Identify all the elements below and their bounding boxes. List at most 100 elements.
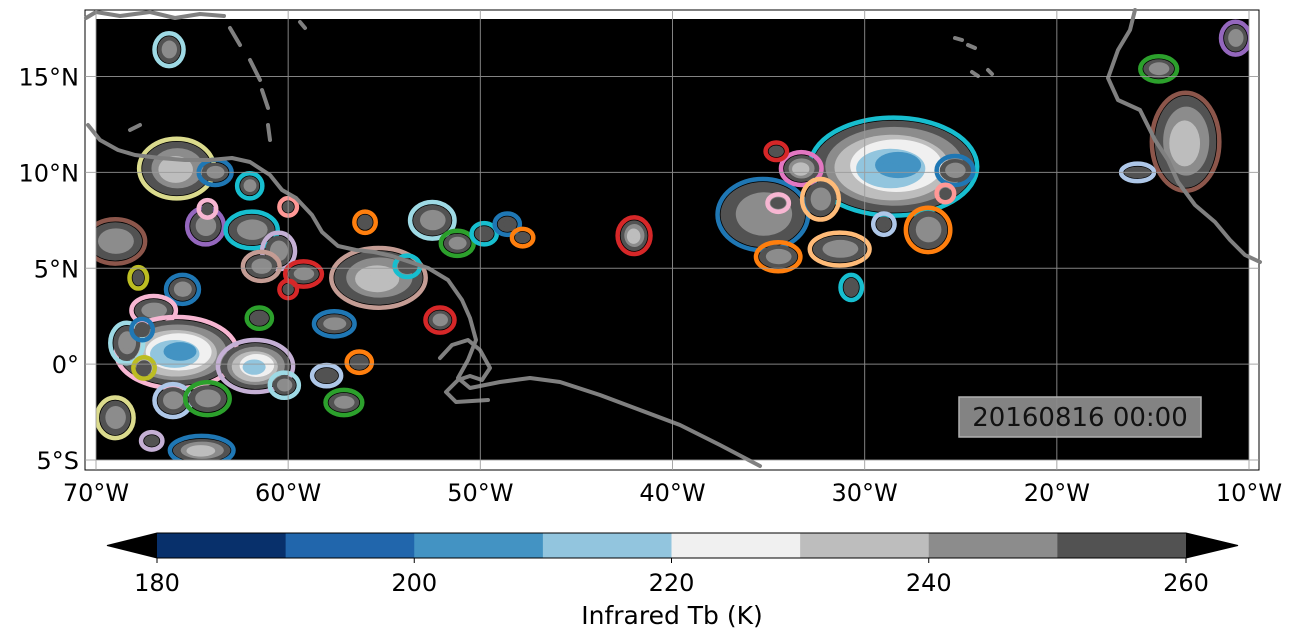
cloud-outline — [765, 192, 792, 215]
longitude-tick-labels: 70°W 60°W 50°W 40°W 30°W 20°W 10°W — [63, 479, 1282, 507]
cloud-band — [148, 437, 156, 444]
cloud-band — [1152, 66, 1164, 73]
cloud-band — [165, 349, 182, 360]
cloud-band — [243, 225, 259, 236]
cloud-system — [407, 199, 457, 241]
lat-tick-label: 5°N — [34, 255, 79, 283]
cloud-band — [502, 220, 513, 228]
cloud-band — [246, 183, 253, 190]
timestamp-label: 20160816 00:00 — [972, 403, 1188, 433]
cloud-band — [361, 218, 370, 226]
cloud-band — [942, 190, 949, 197]
cloud-system — [615, 215, 653, 257]
cloud-band — [920, 224, 934, 238]
colorbar — [106, 532, 1239, 559]
cloud-system — [934, 153, 976, 188]
cloud-band — [829, 245, 848, 255]
lat-tick-label: 10°N — [19, 159, 80, 187]
cloud-outline — [1218, 19, 1249, 57]
timestamp-background — [958, 396, 1202, 438]
cloud-band — [280, 382, 288, 389]
cloud-band — [949, 167, 960, 175]
colorbar-label: Infrared Tb (K) — [581, 601, 763, 630]
latitude-tick-labels: 15°N 10°N 5°N 0° 5°S — [19, 64, 80, 475]
cloud-system — [167, 433, 236, 460]
cloud-system — [234, 170, 265, 201]
lon-tick-label: 30°W — [832, 479, 898, 507]
cloud-outline — [163, 272, 202, 307]
cloud-outline — [763, 140, 790, 163]
cloud-band — [167, 396, 178, 406]
cloud-system — [352, 209, 378, 236]
cloud-band — [105, 235, 124, 249]
cloud-outline — [838, 272, 865, 303]
cloud-outline — [152, 31, 186, 69]
cloud-outline — [799, 176, 842, 222]
cloud-band — [877, 162, 901, 176]
cloud-system — [1149, 90, 1222, 193]
cloud-outline — [138, 429, 165, 452]
cloud-system — [240, 249, 282, 284]
cloud-outline — [131, 355, 157, 381]
cloud-system — [223, 209, 280, 251]
cloud-band — [200, 394, 214, 404]
cloud-system — [509, 226, 536, 249]
cloud-band — [146, 307, 160, 315]
lat-tick-label: 0° — [52, 351, 79, 379]
cloud-outline — [1138, 54, 1180, 84]
cloud-system — [903, 205, 953, 255]
cloud-band — [196, 447, 211, 453]
cloud-band — [1231, 34, 1239, 44]
cloud-outline — [244, 305, 275, 332]
cloud-band — [321, 371, 333, 380]
cloud-band — [435, 317, 444, 324]
cloud-system — [152, 381, 194, 420]
cloud-outline — [615, 215, 653, 257]
cloud-band — [252, 361, 264, 369]
cloud-outline — [223, 209, 280, 251]
cloud-system — [807, 115, 980, 218]
cloud-system — [438, 228, 476, 259]
colorbar-segment — [1057, 533, 1187, 558]
cloud-outline — [407, 199, 457, 241]
cloud-system — [344, 349, 375, 376]
cloud-band — [109, 412, 120, 425]
cloud-system — [127, 264, 150, 291]
cloud-outline — [870, 211, 897, 238]
cloud-band — [771, 253, 784, 262]
cloud-system — [163, 272, 202, 307]
cloud-outline — [469, 220, 500, 247]
cloud-outline — [509, 226, 536, 249]
lon-tick-label: 70°W — [63, 479, 129, 507]
lon-tick-label: 50°W — [447, 479, 513, 507]
cloud-system — [196, 197, 219, 220]
cloud-system — [934, 182, 957, 205]
colorbar-segment — [671, 533, 801, 558]
cloud-band — [479, 229, 490, 238]
cloud-outline — [753, 240, 803, 274]
cloud-system — [329, 245, 428, 310]
coastline-cape-verde — [953, 36, 994, 78]
cloud-band — [297, 271, 309, 278]
cloud-band — [425, 215, 438, 227]
cloud-system — [778, 149, 824, 188]
colorbar-tick-label: 200 — [391, 569, 437, 597]
cloud-band — [327, 321, 340, 328]
cloud-outline — [329, 245, 428, 310]
cloud-band — [164, 45, 173, 55]
cloud-outline — [215, 337, 296, 395]
cloud-system — [492, 211, 523, 238]
cloud-outline — [323, 387, 365, 418]
cloud-system — [96, 395, 136, 441]
cloud-band — [121, 338, 131, 350]
cloud-system — [807, 230, 872, 268]
cloud-band — [338, 399, 349, 407]
cloud-band — [452, 240, 462, 247]
cloud-system — [870, 211, 897, 238]
cloud-band — [772, 148, 781, 155]
lon-tick-label: 40°W — [639, 479, 705, 507]
colorbar-tick-label: 220 — [649, 569, 695, 597]
colorbar-extend-low — [107, 533, 157, 558]
cloud-system — [152, 31, 186, 69]
